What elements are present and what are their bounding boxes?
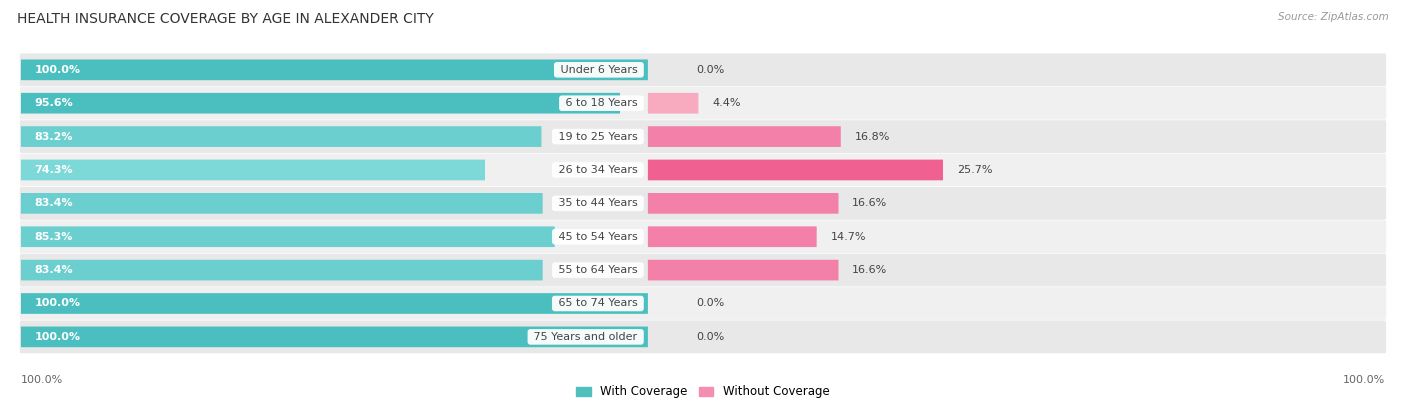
Text: 16.6%: 16.6% xyxy=(852,198,887,208)
FancyBboxPatch shape xyxy=(20,154,1386,186)
Text: 65 to 74 Years: 65 to 74 Years xyxy=(555,298,641,308)
Text: 75 Years and older: 75 Years and older xyxy=(530,332,641,342)
FancyBboxPatch shape xyxy=(648,160,943,180)
Text: 83.2%: 83.2% xyxy=(35,132,73,142)
Text: 100.0%: 100.0% xyxy=(1343,375,1385,385)
Text: 16.6%: 16.6% xyxy=(852,265,887,275)
Text: 6 to 18 Years: 6 to 18 Years xyxy=(562,98,641,108)
Text: 35 to 44 Years: 35 to 44 Years xyxy=(555,198,641,208)
Text: 95.6%: 95.6% xyxy=(35,98,73,108)
Text: 45 to 54 Years: 45 to 54 Years xyxy=(555,232,641,242)
Text: 14.7%: 14.7% xyxy=(831,232,866,242)
Text: 83.4%: 83.4% xyxy=(35,265,73,275)
FancyBboxPatch shape xyxy=(648,93,699,114)
Text: 0.0%: 0.0% xyxy=(696,332,724,342)
Text: 26 to 34 Years: 26 to 34 Years xyxy=(555,165,641,175)
Text: 100.0%: 100.0% xyxy=(21,375,63,385)
FancyBboxPatch shape xyxy=(21,59,648,80)
FancyBboxPatch shape xyxy=(648,126,841,147)
Text: 0.0%: 0.0% xyxy=(696,65,724,75)
FancyBboxPatch shape xyxy=(21,126,541,147)
FancyBboxPatch shape xyxy=(648,226,817,247)
FancyBboxPatch shape xyxy=(21,327,648,347)
FancyBboxPatch shape xyxy=(648,193,838,214)
FancyBboxPatch shape xyxy=(20,254,1386,286)
Legend: With Coverage, Without Coverage: With Coverage, Without Coverage xyxy=(572,381,834,403)
Text: 85.3%: 85.3% xyxy=(35,232,73,242)
Text: 83.4%: 83.4% xyxy=(35,198,73,208)
FancyBboxPatch shape xyxy=(648,260,838,281)
FancyBboxPatch shape xyxy=(21,193,543,214)
FancyBboxPatch shape xyxy=(20,87,1386,120)
Text: 16.8%: 16.8% xyxy=(855,132,890,142)
FancyBboxPatch shape xyxy=(20,220,1386,253)
FancyBboxPatch shape xyxy=(20,320,1386,353)
FancyBboxPatch shape xyxy=(21,226,555,247)
Text: HEALTH INSURANCE COVERAGE BY AGE IN ALEXANDER CITY: HEALTH INSURANCE COVERAGE BY AGE IN ALEX… xyxy=(17,12,433,27)
FancyBboxPatch shape xyxy=(21,260,543,281)
Text: 55 to 64 Years: 55 to 64 Years xyxy=(555,265,641,275)
Text: 100.0%: 100.0% xyxy=(35,65,80,75)
FancyBboxPatch shape xyxy=(21,93,620,114)
Text: Source: ZipAtlas.com: Source: ZipAtlas.com xyxy=(1278,12,1389,22)
Text: 100.0%: 100.0% xyxy=(35,332,80,342)
Text: 0.0%: 0.0% xyxy=(696,298,724,308)
FancyBboxPatch shape xyxy=(20,120,1386,153)
FancyBboxPatch shape xyxy=(20,187,1386,220)
Text: 74.3%: 74.3% xyxy=(35,165,73,175)
Text: 25.7%: 25.7% xyxy=(956,165,993,175)
Text: 4.4%: 4.4% xyxy=(713,98,741,108)
Text: 100.0%: 100.0% xyxy=(35,298,80,308)
FancyBboxPatch shape xyxy=(20,54,1386,86)
Text: 19 to 25 Years: 19 to 25 Years xyxy=(555,132,641,142)
FancyBboxPatch shape xyxy=(20,287,1386,320)
FancyBboxPatch shape xyxy=(21,160,485,180)
Text: Under 6 Years: Under 6 Years xyxy=(557,65,641,75)
FancyBboxPatch shape xyxy=(21,293,648,314)
